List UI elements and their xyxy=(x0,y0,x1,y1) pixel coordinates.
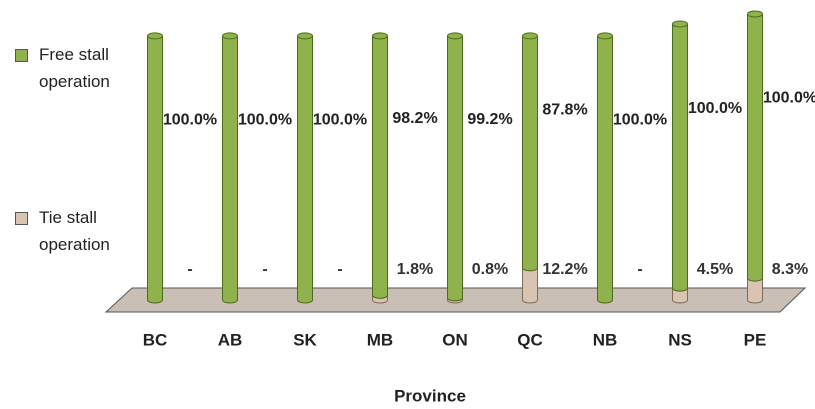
bar xyxy=(672,288,688,300)
data-label: 12.2% xyxy=(542,261,587,278)
data-label: 98.2% xyxy=(392,110,437,127)
bar xyxy=(747,278,763,300)
data-label: 4.5% xyxy=(697,261,733,278)
x-tick-label: NS xyxy=(668,330,692,349)
cylinder-top xyxy=(372,32,388,40)
cylinder-top xyxy=(447,32,463,40)
bar xyxy=(672,24,688,289)
bar xyxy=(747,14,763,279)
cylinder-top xyxy=(672,20,688,28)
x-axis-title: Province xyxy=(394,386,466,405)
data-label: 1.8% xyxy=(397,261,433,278)
bar xyxy=(447,35,463,298)
data-label: - xyxy=(637,261,642,278)
legend-swatch xyxy=(15,212,28,225)
legend-swatch xyxy=(15,49,28,62)
legend-label: Tie stall operation xyxy=(39,208,110,254)
cylinder-top xyxy=(297,32,313,40)
data-label: 100.0% xyxy=(313,112,367,129)
cylinder-top xyxy=(597,32,613,40)
data-label: 100.0% xyxy=(613,112,667,129)
bar xyxy=(372,35,388,296)
bar xyxy=(147,35,163,301)
data-label: - xyxy=(187,261,192,278)
bar xyxy=(597,35,613,301)
cylinder-top xyxy=(147,32,163,40)
x-tick-label: AB xyxy=(218,330,243,349)
bar xyxy=(522,35,538,268)
data-label: 100.0% xyxy=(763,90,815,107)
x-tick-label: BC xyxy=(143,330,168,349)
x-tick-label: ON xyxy=(442,330,468,349)
cylinder-top xyxy=(747,10,763,18)
bar xyxy=(522,267,538,300)
x-tick-label: QC xyxy=(517,330,543,349)
bar xyxy=(297,35,313,301)
cylinder-top xyxy=(222,32,238,40)
data-label: 100.0% xyxy=(688,100,742,117)
data-label: 8.3% xyxy=(772,261,808,278)
x-tick-label: NB xyxy=(593,330,618,349)
data-label: 0.8% xyxy=(472,261,508,278)
legend-label: Free stall operation xyxy=(39,45,110,91)
x-tick-label: SK xyxy=(293,330,317,349)
x-tick-label: PE xyxy=(744,330,767,349)
data-label: 99.2% xyxy=(467,111,512,128)
data-label: 87.8% xyxy=(542,101,587,118)
cylinder-top xyxy=(522,32,538,40)
x-tick-label: MB xyxy=(367,330,393,349)
data-label: 100.0% xyxy=(163,112,217,129)
bar xyxy=(222,35,238,301)
data-label: 100.0% xyxy=(238,112,292,129)
data-label: - xyxy=(337,261,342,278)
data-label: - xyxy=(262,261,267,278)
